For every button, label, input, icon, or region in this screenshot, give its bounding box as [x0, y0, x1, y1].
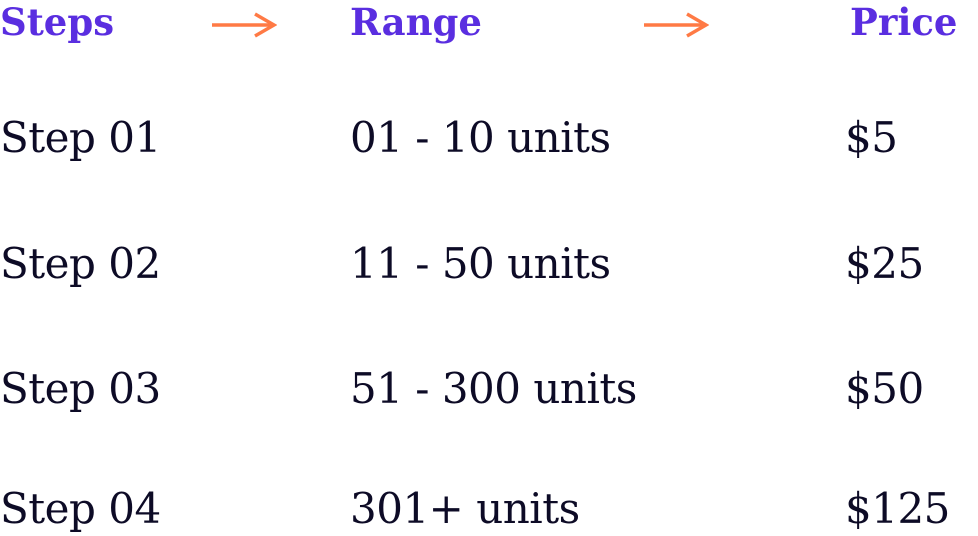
row-3-step: Step 03 — [0, 364, 161, 413]
row-1-step: Step 01 — [0, 113, 161, 162]
row-4-range: 301+ units — [350, 484, 580, 533]
row-1-price: $5 — [845, 113, 898, 162]
arrow-right-icon — [644, 12, 709, 38]
row-2-step: Step 02 — [0, 239, 161, 288]
header-steps: Steps — [0, 0, 115, 44]
row-4-price: $125 — [845, 484, 950, 533]
arrow-right-icon — [212, 12, 277, 38]
row-3-range: 51 - 300 units — [350, 364, 637, 413]
row-2-price: $25 — [845, 239, 924, 288]
header-range: Range — [350, 0, 482, 44]
header-price: Price — [850, 0, 958, 44]
row-3-price: $50 — [845, 364, 924, 413]
row-4-step: Step 04 — [0, 484, 161, 533]
row-1-range: 01 - 10 units — [350, 113, 611, 162]
row-2-range: 11 - 50 units — [350, 239, 611, 288]
